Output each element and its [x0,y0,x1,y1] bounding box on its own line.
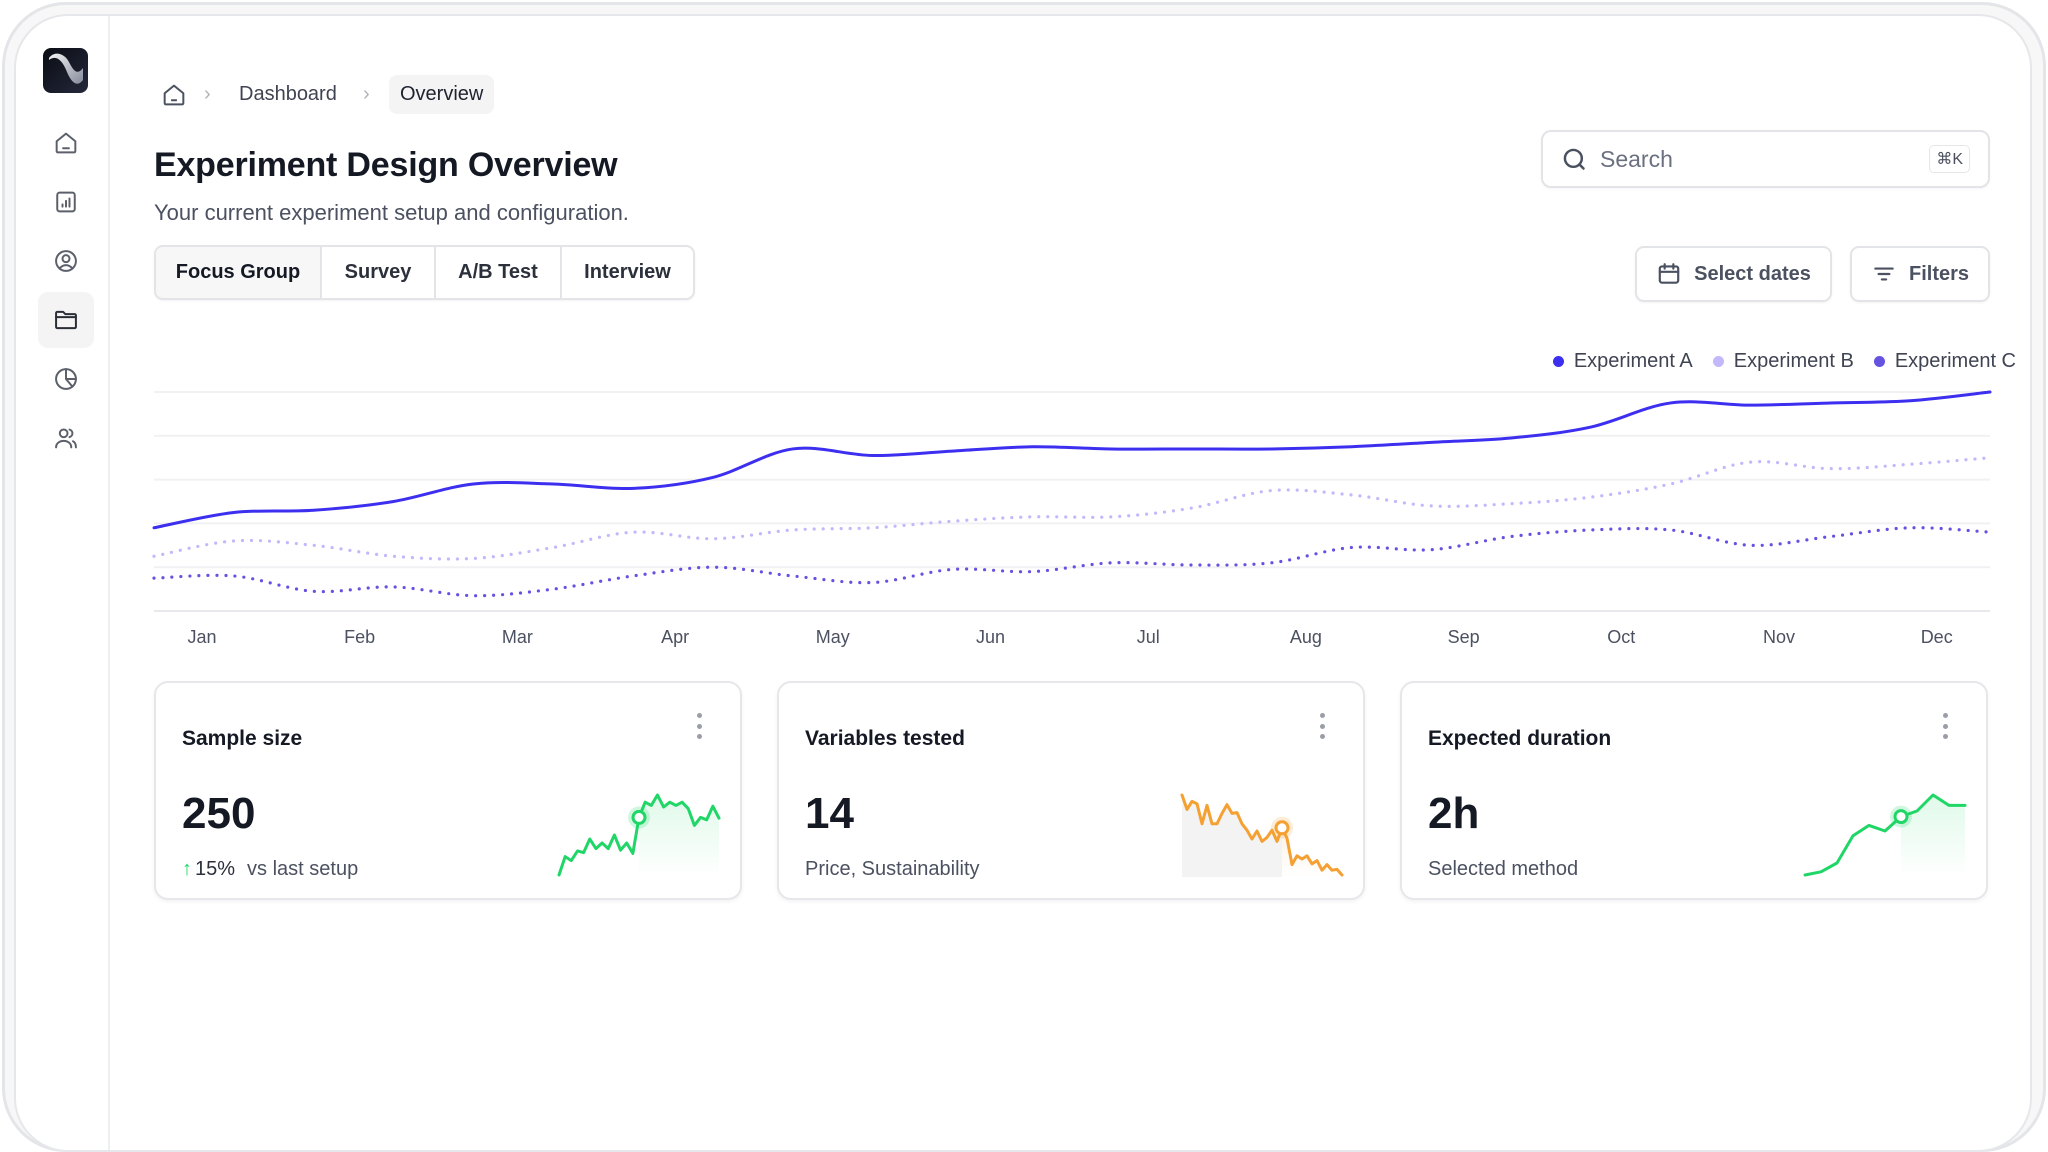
method-tabs: Focus Group Survey A/B Test Interview [154,245,695,300]
sparkline-marker[interactable] [1895,811,1907,823]
filters-label: Filters [1909,263,1969,286]
card-expected-duration: Expected duration 2h Selected method [1400,681,1988,900]
legend-dot [1874,356,1885,367]
card-subtext: ↑15% vs last setup [182,858,358,881]
arrow-up-icon: ↑ [182,858,192,881]
sparkline-area [639,795,719,877]
card-title: Sample size [182,727,302,751]
app-window: › Dashboard › Overview Experiment Design… [14,14,2032,1152]
sparkline-marker[interactable] [1276,822,1288,834]
legend-label: Experiment B [1734,350,1854,373]
legend-label: Experiment C [1895,350,2016,373]
search-input[interactable]: Search ⌘K [1541,130,1990,188]
tab-focus-group[interactable]: Focus Group [156,247,322,298]
tab-interview[interactable]: Interview [562,247,693,298]
more-options-icon[interactable] [1940,713,1950,739]
card-caption: Selected method [1428,858,1578,881]
chevron-right-icon: › [204,75,211,114]
more-options-icon[interactable] [1317,713,1327,739]
sparkline-area [1901,795,1965,877]
card-sample-size: Sample size 250 ↑15% vs last setup [154,681,742,900]
breadcrumb-overview[interactable]: Overview [389,75,494,114]
card-title: Expected duration [1428,727,1611,751]
main-content: › Dashboard › Overview Experiment Design… [16,16,2030,1150]
legend-experiment-c[interactable]: Experiment C [1874,350,2016,373]
delta: ↑15% [182,858,235,881]
sparkline-marker[interactable] [633,811,645,823]
legend-dot [1553,356,1564,367]
card-caption: vs last setup [247,858,358,881]
filter-icon [1871,261,1897,287]
home-icon [160,81,188,109]
legend-experiment-a[interactable]: Experiment A [1553,350,1693,373]
page-title: Experiment Design Overview [154,146,617,185]
more-options-icon[interactable] [694,713,704,739]
page-subtitle: Your current experiment setup and config… [154,200,629,226]
sparkline [557,791,722,879]
calendar-icon [1656,261,1682,287]
delta-value: 15% [195,858,235,881]
card-value: 2h [1428,789,1479,839]
card-value: 14 [805,789,854,839]
select-dates-button[interactable]: Select dates [1635,246,1832,302]
breadcrumb-home[interactable] [160,75,188,114]
chart-legend: Experiment A Experiment B Experiment C [1553,350,2016,373]
tab-ab-test[interactable]: A/B Test [436,247,562,298]
sparkline [1803,791,1968,879]
search-placeholder: Search [1600,146,1929,173]
select-dates-label: Select dates [1694,263,1811,286]
shortcut-badge: ⌘K [1929,145,1970,173]
search-icon [1561,146,1588,173]
legend-experiment-b[interactable]: Experiment B [1713,350,1854,373]
card-value: 250 [182,789,255,839]
legend-dot [1713,356,1724,367]
tab-survey[interactable]: Survey [322,247,436,298]
filters-button[interactable]: Filters [1850,246,1990,302]
legend-label: Experiment A [1574,350,1693,373]
chevron-right-icon: › [363,75,370,114]
card-caption: Price, Sustainability [805,858,980,881]
sparkline [1180,791,1345,879]
card-title: Variables tested [805,727,965,751]
card-variables-tested: Variables tested 14 Price, Sustainabilit… [777,681,1365,900]
breadcrumb-dashboard[interactable]: Dashboard [239,75,337,114]
